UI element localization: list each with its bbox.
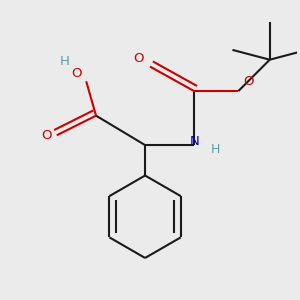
Text: H: H (211, 143, 220, 157)
Text: O: O (133, 52, 143, 65)
Text: O: O (71, 67, 82, 80)
Text: N: N (189, 135, 199, 148)
Text: O: O (243, 75, 254, 88)
Text: O: O (42, 129, 52, 142)
Text: H: H (60, 55, 70, 68)
